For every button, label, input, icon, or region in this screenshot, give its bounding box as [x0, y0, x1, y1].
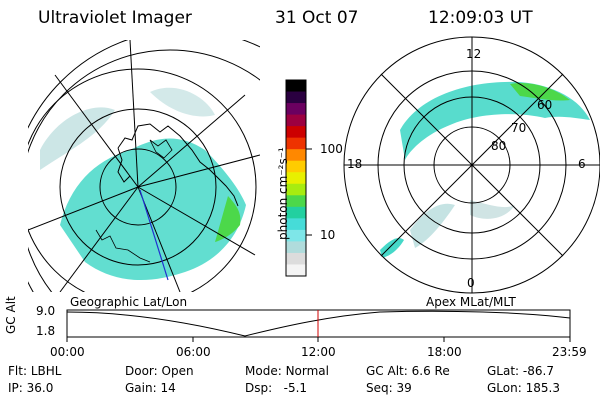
altitude-axis-label: GC Alt	[4, 296, 18, 334]
status-gc-alt: GC Alt: 6.6 Re	[366, 364, 450, 378]
status-ip: IP: 36.0	[8, 381, 54, 395]
colorbar-band	[286, 252, 306, 265]
geographic-caption: Geographic Lat/Lon	[70, 295, 188, 309]
status-seq: Seq: 39	[366, 381, 412, 395]
apex-caption: Apex MLat/MLT	[426, 295, 516, 309]
mlat-label-60: 60	[537, 98, 553, 112]
time-tick-0000: 00:00	[50, 345, 85, 359]
time-tick-1200: 12:00	[301, 345, 336, 359]
colorbar-band	[286, 195, 306, 208]
mlt-label-0: 0	[467, 276, 475, 290]
colorbar-tick-10: 10	[320, 228, 336, 242]
mlat-label-80: 80	[491, 139, 507, 153]
colorbar-band	[286, 241, 306, 254]
altitude-tick-high: 9.0	[36, 304, 56, 318]
colorbar-band	[286, 103, 306, 116]
mlt-label-18: 18	[347, 157, 363, 171]
colorbar-band	[286, 149, 306, 162]
status-flt: Flt: LBHL	[8, 364, 62, 378]
mlt-label-12: 12	[466, 47, 482, 61]
colorbar-band	[286, 126, 306, 139]
colorbar-band	[286, 137, 306, 150]
colorbar-band	[286, 264, 306, 277]
colorbar-tick-100: 100	[320, 142, 343, 156]
instrument-title: Ultraviolet Imager	[38, 8, 192, 28]
altitude-curve	[66, 310, 571, 337]
status-gain: Gain: 14	[125, 381, 176, 395]
status-mode: Mode: Normal	[245, 364, 329, 378]
altitude-tick-low: 1.8	[36, 324, 56, 338]
mlat-label-70: 70	[511, 121, 527, 135]
colorbar-band	[286, 172, 306, 185]
coastline	[117, 123, 239, 207]
colorbar-unit-label: photon cm⁻²s⁻¹	[276, 147, 290, 240]
time-tick-2359: 23:59	[552, 345, 587, 359]
colorbar-band	[286, 183, 306, 196]
colorbar-band	[286, 218, 306, 231]
mlt-label-6: 6	[578, 157, 586, 171]
status-glon: GLon: 185.3	[487, 381, 560, 395]
time-label: 12:09:03 UT	[428, 8, 533, 28]
colorbar-band	[286, 80, 306, 93]
status-glat: GLat: -86.7	[487, 364, 554, 378]
date-label: 31 Oct 07	[275, 8, 359, 28]
colorbar-band	[286, 206, 306, 219]
geographic-map	[28, 40, 260, 292]
colorbar-band	[286, 114, 306, 127]
time-tick-0600: 06:00	[176, 345, 211, 359]
aurora-emission	[60, 138, 246, 281]
time-tick-1800: 18:00	[427, 345, 462, 359]
colorbar	[286, 80, 306, 277]
altitude-plot	[66, 309, 571, 342]
colorbar-band	[286, 91, 306, 104]
colorbar-band	[286, 229, 306, 242]
status-door: Door: Open	[125, 364, 194, 378]
status-dsp: Dsp: -5.1	[245, 381, 308, 395]
colorbar-band	[286, 160, 306, 173]
